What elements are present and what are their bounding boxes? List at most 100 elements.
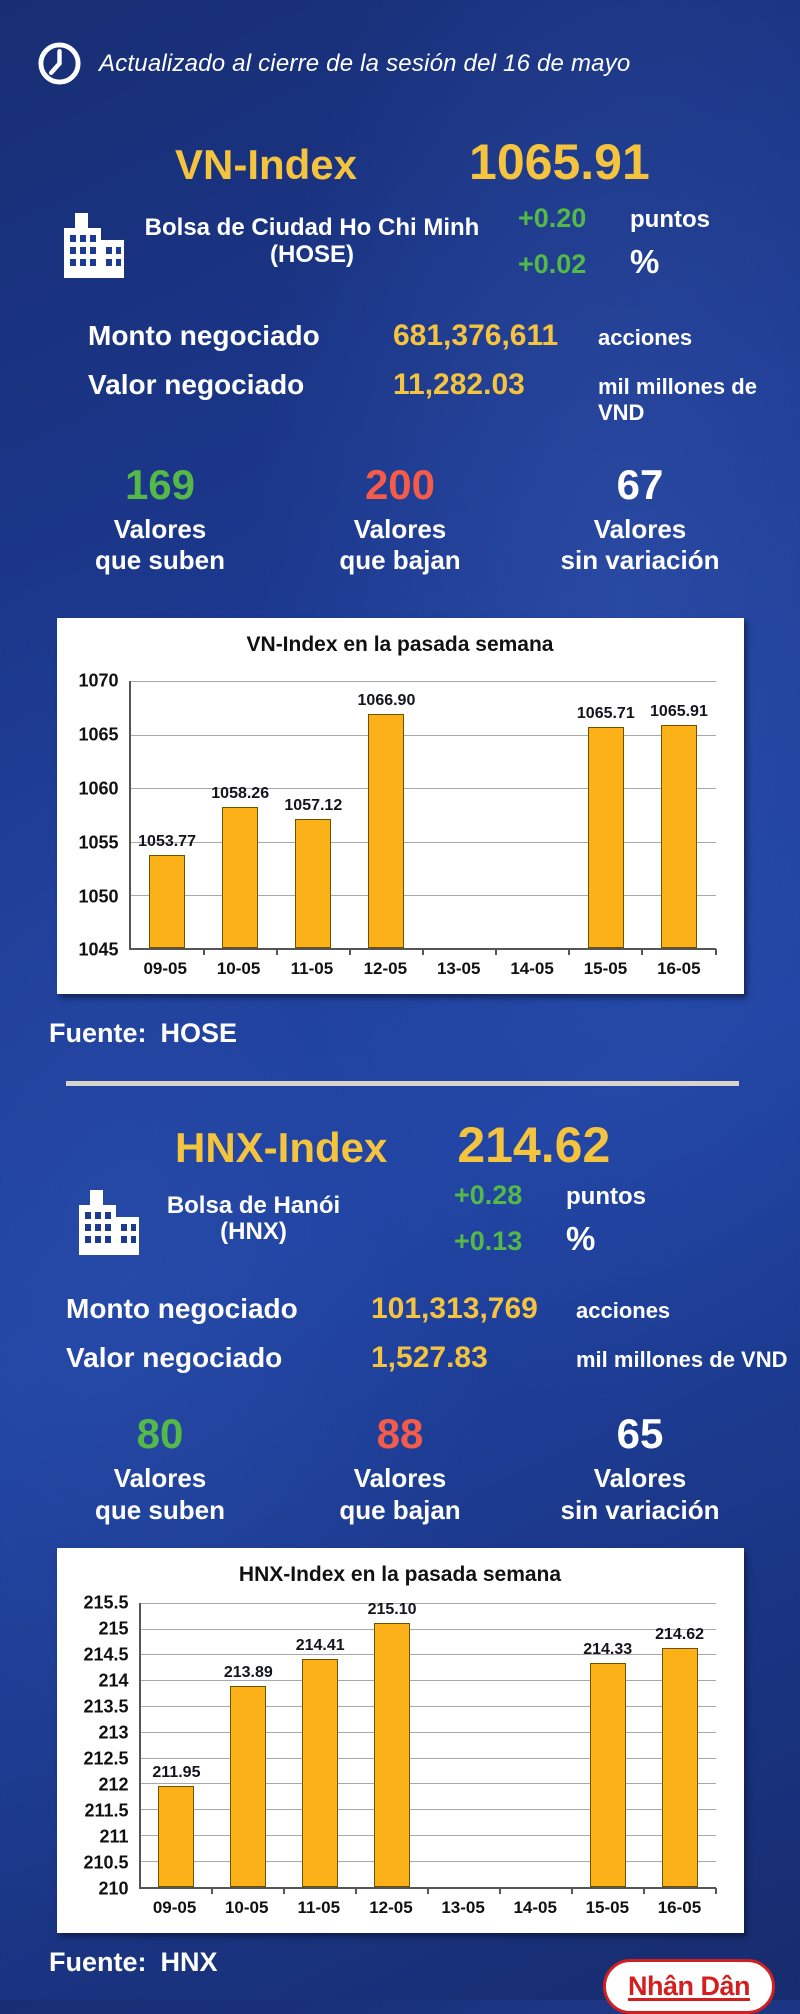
bar-value-label: 1065.71 [576,705,635,723]
bar-slot: 214.62 [644,1603,717,1894]
y-axis-tick-label: 1070 [78,670,119,691]
x-axis-tick-label: 12-05 [363,959,408,979]
vn-index-section: VN-Index 1065.91 [0,137,800,1049]
y-axis-tick-label: 214 [98,1670,129,1691]
vn-source: Fuente: HOSE [49,1018,800,1049]
update-banner: Actualizado al cierre de la sesión del 1… [0,0,800,87]
bar-slot: 1065.71 [569,681,644,956]
bar-slot: 214.33 [572,1603,645,1894]
vn-unchanged-line2: sin variación [560,545,720,576]
bar-slot: 1057.12 [277,681,352,956]
nhandan-logo: Nhân Dân [602,1958,775,2014]
hnx-advancers-label: Valores que suben [40,1463,280,1525]
y-axis-tick-label: 215 [98,1618,129,1639]
vn-percent-label: % [630,243,660,280]
bar-slot: 211.95 [141,1603,214,1894]
vn-exchange-line2: (HOSE) [270,241,354,268]
bar-value-label: 1066.90 [357,692,416,710]
vn-volume-value: 681,376,611 [393,319,559,352]
vn-value-unit: mil millones de VND [598,374,757,425]
hnx-unchanged: 65 Valores sin variación [520,1413,760,1525]
vn-unchanged-label: Valores sin variación [520,514,760,576]
vn-breadth-row: 169 Valores que suben 200 Valores que ba… [40,464,760,576]
clock-icon [36,40,83,87]
y-axis-tick-label: 1055 [78,832,119,853]
x-axis-tick-label: 09-05 [152,1897,197,1917]
bar-value-label: 1053.77 [138,832,196,850]
vn-exchange-name: Bolsa de Ciudad Ho Chi Minh (HOSE) [126,214,498,269]
gridline [140,1731,716,1733]
hnx-percent-label: % [566,1220,596,1258]
hnx-value-label: Valor negociado [66,1342,283,1374]
bar-slot [423,681,498,956]
y-axis-tick-label: 1065 [78,724,119,745]
vn-index-header: VN-Index 1065.91 [0,137,800,187]
hnx-chart-plot: 211.95 213.89 214.41 215.10 214.33 214.62 [138,1601,717,1894]
hnx-change-points-value: +0.28 [454,1180,523,1211]
vn-unchanged: 67 Valores sin variación [520,464,760,576]
gridline [140,1835,716,1837]
y-axis-tick-label: 210 [98,1878,129,1899]
bar-slot: 213.89 [212,1603,286,1894]
vn-weekly-chart: VN-Index en la pasada semana 1070 1065 106… [56,618,744,995]
bar: 1065.91 [650,703,708,949]
gridline [140,1860,716,1862]
y-axis-tick-label: 213.5 [83,1696,129,1717]
hnx-index-header: HNX-Index 214.62 [0,1120,800,1170]
x-axis-tick-label: 09-05 [143,959,187,979]
y-axis-tick-label: 214.5 [83,1644,129,1665]
bar: 211.95 [152,1764,200,1887]
hnx-value-value: 1,527.83 [371,1341,488,1375]
hnx-value-unit: mil millones de VND [576,1347,788,1373]
hnx-unchanged-line1: Valores [593,1463,687,1494]
vn-points-change: +0.20 puntos [518,203,710,234]
hnx-index-title: HNX-Index [175,1124,388,1172]
bar-value-label: 215.10 [367,1601,417,1619]
vn-changes: +0.20 puntos +0.02 % [518,203,710,281]
vn-decliners-line2: que bajan [339,545,461,576]
footer: Fuente: HNX Nhân Dân [49,1947,775,2014]
x-axis-tick-label: 14-05 [510,959,554,979]
vn-value-value: 11,282.03 [393,368,525,401]
bar-slot: 1053.77 [131,681,205,956]
hnx-unchanged-label: Valores sin variación [520,1463,760,1525]
bar-value-label: 1058.26 [211,784,270,802]
bar-slot [496,681,571,956]
y-axis-tick-label: 1060 [78,778,119,799]
bar-slot [428,1603,501,1894]
hnx-index-section: HNX-Index 214.62 [0,1120,800,2014]
hnx-change-percent-value: +0.13 [454,1226,523,1257]
vn-change-percent-value: +0.02 [518,249,587,279]
hnx-chart-x-axis: 09-05 10-05 11-05 12-05 13-05 14-05 15-05 16-05 [139,1898,744,1933]
bar-slot: 214.41 [284,1603,357,1894]
bar-value-label: 214.41 [295,1637,345,1655]
vn-advancers-label: Valores que suben [40,514,280,576]
bar-value-label: 214.62 [655,1626,705,1644]
section-divider [66,1081,739,1087]
vn-chart-plot: 1053.77 1058.26 1057.12 1066.90 1065.71 1065.… [128,681,717,956]
hnx-decliners: 88 Valores que bajan [280,1413,520,1525]
hnx-chart-body: 215.5 215 214.5 214 213.5 213 212.5 212 211.5 211… [57,1592,744,1898]
vn-decliners-line1: Valores [353,514,447,544]
vn-chart-x-axis: 09-05 10-05 11-05 12-05 13-05 14-05 15-05 16-05 [129,959,744,994]
x-axis-tick-label: 13-05 [436,959,481,979]
bar: 1053.77 [138,833,196,949]
vn-volume-unit: acciones [598,325,693,350]
x-axis-tick-label: 16-05 [657,959,701,979]
bar: 214.33 [583,1641,632,1887]
bar-slot: 1058.26 [204,681,278,956]
hnx-decliners-line2: que bajan [339,1494,461,1525]
hnx-percent-change: +0.13 % [454,1220,646,1258]
gridline [140,1654,716,1656]
hnx-changes: +0.28 puntos +0.13 % [454,1180,646,1258]
gridline [140,1757,716,1759]
vn-chart-title: VN-Index en la pasada semana [246,633,554,657]
x-axis-tick-label: 13-05 [441,1897,485,1917]
y-axis-tick-label: 213 [98,1722,129,1743]
y-axis-tick-label: 210.5 [83,1852,129,1873]
y-axis-tick-label: 215.5 [83,1592,129,1613]
bar: 214.62 [655,1626,704,1887]
x-axis-tick-label: 10-05 [216,959,261,979]
hnx-volume-label: Monto negociado [66,1293,298,1325]
vn-chart-y-axis: 1070 1065 1060 1055 1050 1045 [57,671,129,960]
